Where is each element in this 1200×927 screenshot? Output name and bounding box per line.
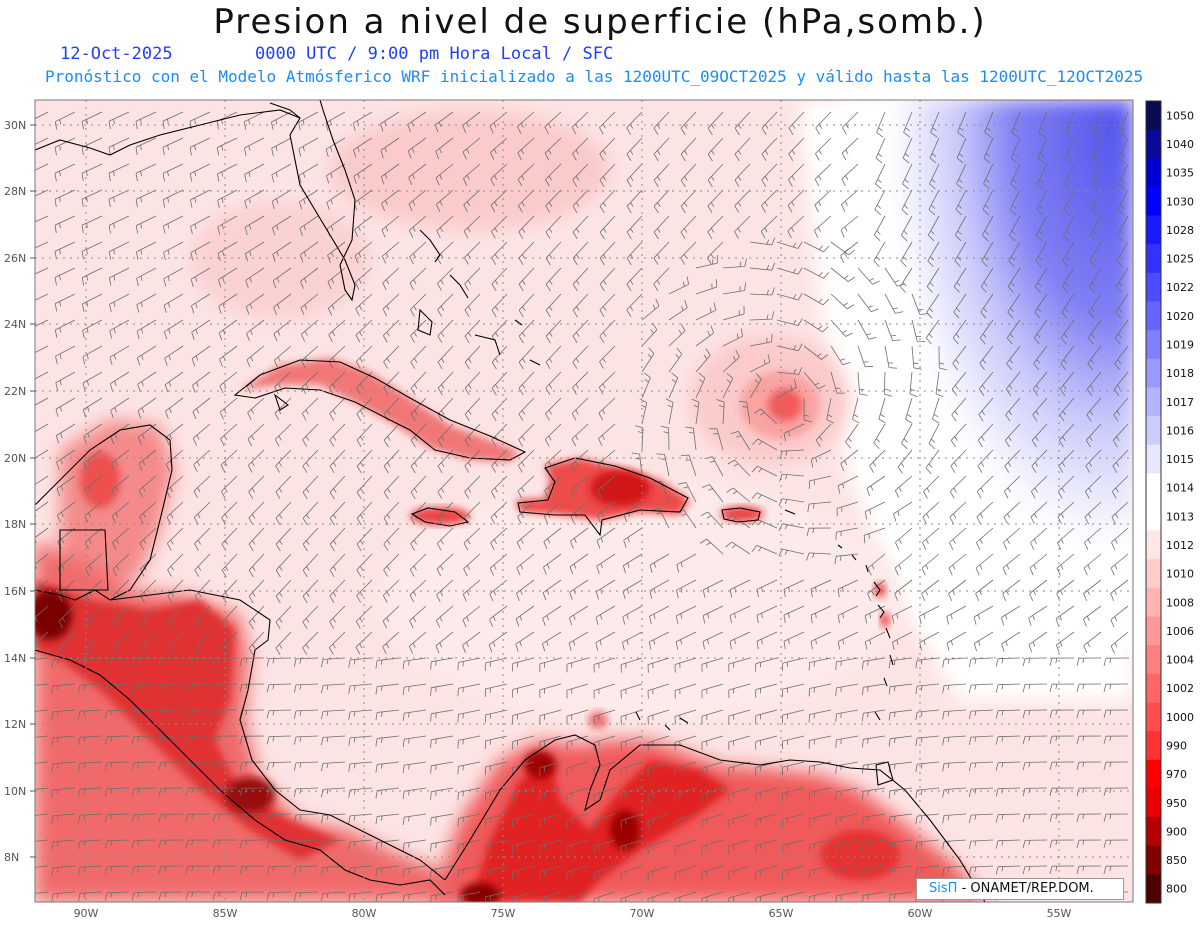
- colorbar-swatch: [1146, 387, 1161, 417]
- colorbar-swatch: [1146, 502, 1161, 532]
- graticule: [35, 100, 1133, 902]
- lat-label: 24N: [4, 318, 26, 331]
- colorbar-label: 1016: [1166, 424, 1194, 437]
- colorbar-label: 850: [1166, 854, 1187, 867]
- lat-label: 8N: [4, 851, 19, 864]
- credit-org: - ONAMET/REP.DOM.: [961, 881, 1094, 896]
- colorbar-label: 1025: [1166, 253, 1194, 266]
- map-title: Presion a nivel de superficie (hPa,somb.…: [213, 2, 987, 42]
- colorbar: 1050 1040 1035 1030 1028 1025 1022 1020 1019 1018…: [1145, 100, 1194, 904]
- colorbar-label: 1035: [1166, 167, 1194, 180]
- colorbar-swatch: [1146, 330, 1161, 360]
- lon-label: 65W: [769, 907, 794, 920]
- colorbar-swatch: [1146, 215, 1161, 245]
- lat-label: 14N: [4, 652, 26, 665]
- colorbar-label: 1000: [1166, 711, 1194, 724]
- colorbar-swatch: [1146, 788, 1161, 818]
- colorbar-label: 1017: [1166, 396, 1194, 409]
- lon-label: 60W: [908, 907, 933, 920]
- colorbar-label: 1019: [1166, 338, 1194, 351]
- colorbar-swatch: [1146, 244, 1161, 274]
- credit-box: SisΠ - ONAMET/REP.DOM.: [916, 878, 1124, 900]
- lat-label: 12N: [4, 718, 26, 731]
- colorbar-label: 800: [1166, 883, 1187, 896]
- colorbar-label: 1010: [1166, 568, 1194, 581]
- colorbar-label: 1028: [1166, 224, 1194, 237]
- colorbar-swatch: [1146, 530, 1161, 560]
- colorbar-label: 900: [1166, 825, 1187, 838]
- colorbar-swatch: [1146, 358, 1161, 388]
- lon-label: 90W: [74, 907, 99, 920]
- colorbar-label: 1020: [1166, 310, 1194, 323]
- colorbar-frame: [1145, 100, 1162, 904]
- colorbar-label: 1014: [1166, 482, 1194, 495]
- coastlines: [35, 100, 986, 902]
- colorbar-swatch: [1146, 731, 1161, 761]
- colorbar-label: 1006: [1166, 625, 1194, 638]
- colorbar-label: 970: [1166, 768, 1187, 781]
- colorbar-swatch: [1146, 616, 1161, 646]
- colorbar-swatch: [1146, 817, 1161, 847]
- colorbar-swatch: [1146, 759, 1161, 789]
- lat-label: 18N: [4, 518, 26, 531]
- colorbar-label: 1040: [1166, 138, 1194, 151]
- colorbar-swatch: [1146, 301, 1161, 331]
- colorbar-label: 1015: [1166, 453, 1194, 466]
- colorbar-swatch: [1146, 559, 1161, 589]
- colorbar-swatch: [1146, 272, 1161, 302]
- colorbar-swatch: [1146, 158, 1161, 188]
- lat-label: 30N: [4, 119, 26, 132]
- lon-label: 80W: [352, 907, 377, 920]
- colorbar-label: 1022: [1166, 281, 1194, 294]
- colorbar-swatch: [1146, 645, 1161, 675]
- colorbar-swatch: [1146, 702, 1161, 732]
- lon-label: 75W: [491, 907, 516, 920]
- pressure-shading: [35, 100, 1133, 902]
- lon-label: 85W: [213, 907, 238, 920]
- colorbar-swatch: [1146, 845, 1161, 875]
- colorbar-label: 1030: [1166, 195, 1194, 208]
- wind-barb-path: [35, 111, 1129, 902]
- colorbar-swatch: [1146, 673, 1161, 703]
- colorbar-swatch: [1146, 587, 1161, 618]
- model-description: Pronóstico con el Modelo Atmósferico WRF…: [45, 67, 1144, 86]
- lat-ticks: [30, 124, 35, 858]
- colorbar-label: 1013: [1166, 510, 1194, 523]
- latitude-labels: 30N 28N 26N 24N 22N 20N 18N 16N 14N 12N …: [4, 119, 26, 864]
- colorbar-swatch: [1146, 186, 1161, 217]
- colorbar-swatch: [1146, 416, 1161, 446]
- wind-barbs: [35, 111, 1129, 902]
- colorbar-label: 1002: [1166, 682, 1194, 695]
- sis-logo-text: SisΠ: [929, 881, 958, 896]
- forecast-time: 0000 UTC / 9:00 pm Hora Local / SFC: [255, 44, 614, 64]
- lat-label: 16N: [4, 585, 26, 598]
- colorbar-swatch: [1146, 101, 1161, 131]
- lat-label: 22N: [4, 385, 26, 398]
- colorbar-label: 1012: [1166, 539, 1194, 552]
- lat-label: 26N: [4, 252, 26, 265]
- lat-label: 28N: [4, 185, 26, 198]
- colorbar-label: 1018: [1166, 367, 1194, 380]
- colorbar-label: 1050: [1166, 109, 1194, 122]
- colorbar-label: 1004: [1166, 654, 1194, 667]
- colorbar-swatch: [1146, 444, 1161, 474]
- lat-label: 20N: [4, 452, 26, 465]
- colorbar-label: 1008: [1166, 596, 1194, 609]
- lon-label: 70W: [630, 907, 655, 920]
- plot-frame: [34, 99, 1134, 903]
- lat-label: 10N: [4, 785, 26, 798]
- colorbar-swatch: [1146, 129, 1161, 159]
- colorbar-label: 950: [1166, 797, 1187, 810]
- colorbar-label: 990: [1166, 739, 1187, 752]
- lon-label: 55W: [1047, 907, 1072, 920]
- longitude-labels: 90W 85W 80W 75W 70W 65W 60W 55W: [74, 907, 1072, 920]
- forecast-date: 12-Oct-2025: [60, 44, 173, 64]
- colorbar-swatch: [1146, 473, 1161, 503]
- colorbar-swatch: [1146, 874, 1161, 904]
